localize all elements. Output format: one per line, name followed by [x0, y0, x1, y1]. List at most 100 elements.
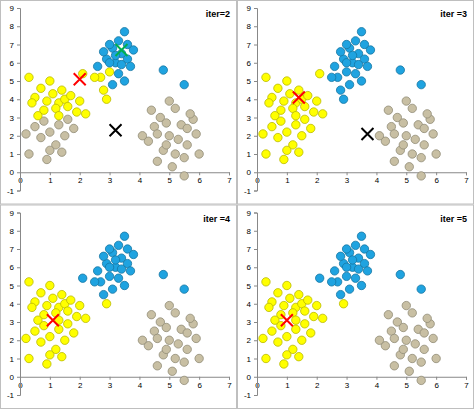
data-point [342, 68, 350, 76]
data-point [354, 60, 362, 68]
data-point [114, 70, 122, 78]
data-point [342, 245, 350, 253]
data-point [58, 352, 66, 360]
y-tick-label: 5 [10, 77, 15, 86]
data-point [153, 130, 161, 138]
x-tick: 2 [78, 172, 83, 185]
data-point [348, 51, 356, 59]
data-point [330, 267, 338, 275]
y-tick-mark [17, 172, 20, 173]
data-point [180, 358, 188, 366]
data-point [90, 73, 98, 81]
data-point [114, 274, 122, 282]
y-tick: 4 [10, 300, 20, 309]
data-point [70, 329, 78, 337]
y-tick: 9 [247, 4, 257, 13]
series [375, 97, 440, 180]
data-point [49, 90, 57, 98]
x-tick-mark [376, 377, 377, 380]
y-tick-mark [17, 63, 20, 64]
data-point [336, 252, 344, 260]
x-tick: 2 [315, 377, 320, 390]
y-tick-label: 9 [247, 4, 252, 13]
series [327, 28, 425, 104]
x-tick: 3 [345, 172, 350, 185]
series [79, 232, 189, 299]
data-point [345, 285, 353, 293]
y-tick: 6 [247, 59, 257, 68]
y-tick: 1 [247, 150, 257, 159]
centroid-marker [361, 128, 373, 140]
x-tick: 1 [48, 377, 53, 390]
x-tick-mark [376, 172, 377, 175]
y-tick-mark [17, 249, 20, 250]
data-point [99, 252, 107, 260]
data-point [162, 345, 170, 353]
data-point [138, 336, 146, 344]
data-point [310, 312, 318, 320]
y-tick: 0 [247, 168, 257, 177]
y-tick: 4 [247, 95, 257, 104]
y-axis-line [17, 9, 21, 192]
plot-area [259, 232, 441, 385]
x-axis: 01234567 [255, 377, 469, 390]
y-tick-label: 0 [247, 373, 252, 382]
data-point [111, 256, 119, 264]
series [361, 128, 373, 140]
y-tick-label: 0 [247, 168, 252, 177]
x-tick: 4 [138, 172, 143, 185]
y-tick: 2 [247, 336, 257, 345]
data-point [108, 285, 116, 293]
x-tick: 3 [108, 172, 113, 185]
data-point [117, 265, 125, 273]
data-point [147, 106, 155, 114]
data-point [304, 296, 312, 304]
y-axis: -10123456789 [7, 209, 21, 401]
data-point [192, 130, 200, 138]
data-point [411, 135, 419, 143]
data-point [310, 108, 318, 116]
data-point [399, 119, 407, 127]
y-tick-label: 6 [10, 263, 15, 272]
data-point [295, 290, 303, 298]
x-tick: 6 [197, 172, 202, 185]
x-tick-label: 4 [138, 381, 143, 390]
y-tick: 6 [10, 59, 20, 68]
y-axis-line [17, 213, 21, 396]
x-tick-mark [347, 172, 348, 175]
data-point [105, 40, 113, 48]
y-tick: -1 [244, 391, 257, 400]
y-tick: 6 [10, 263, 20, 272]
y-tick: 7 [10, 41, 20, 50]
data-point [307, 124, 315, 132]
x-tick-label: 4 [375, 381, 380, 390]
data-point [43, 301, 51, 309]
data-point [43, 155, 51, 163]
y-tick-mark [17, 136, 20, 137]
y-tick-mark [17, 395, 20, 396]
x-tick: 1 [285, 377, 290, 390]
data-point [262, 150, 270, 158]
data-point [28, 99, 36, 107]
y-tick-label: 0 [10, 168, 15, 177]
data-point [174, 340, 182, 348]
data-point [76, 301, 84, 309]
y-tick-mark [17, 45, 20, 46]
data-point [420, 329, 428, 337]
data-point [420, 345, 428, 353]
y-tick-label: 7 [247, 245, 252, 254]
data-point [423, 314, 431, 322]
data-point [342, 272, 350, 280]
y-tick-mark [254, 340, 257, 341]
data-point [46, 128, 54, 136]
y-tick-mark [254, 81, 257, 82]
data-point [165, 301, 173, 309]
data-point [345, 80, 353, 88]
x-axis-line [21, 377, 230, 380]
x-tick: 4 [375, 172, 380, 185]
panel-frame [238, 205, 474, 409]
y-tick-mark [254, 322, 257, 323]
data-point [280, 360, 288, 368]
y-tick-label: 1 [247, 355, 252, 364]
data-point [292, 121, 300, 129]
